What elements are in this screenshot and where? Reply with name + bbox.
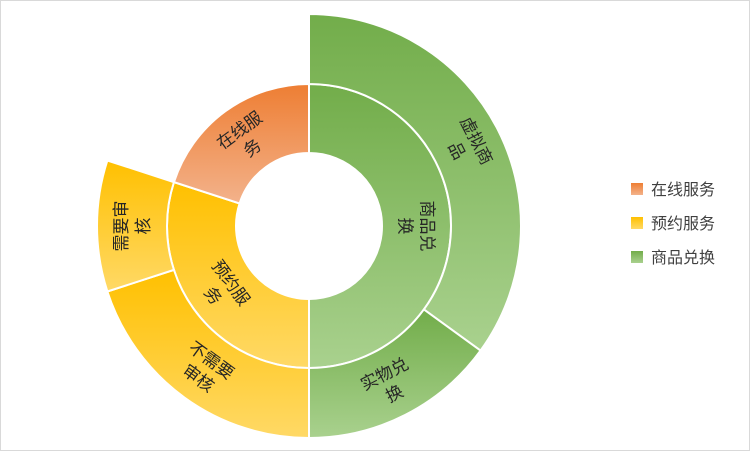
outer-label-3: 需要审核 [112,201,154,252]
legend-swatch-2 [631,251,643,263]
legend-label-1: 预约服务 [651,214,715,233]
legend-label-0: 在线服务 [651,180,715,199]
legend-item-1: 预约服务 [631,214,715,233]
inner-segment-2 [172,82,310,205]
legend-item-0: 在线服务 [631,180,715,199]
segments-group [96,12,522,440]
legend-swatch-1 [631,217,643,229]
inner-label-0: 商品兑换 [395,201,437,252]
legend-swatch-0 [631,183,643,195]
outer-segment-3 [96,159,176,293]
outer-segment-0 [308,12,522,353]
legend-item-2: 商品兑换 [631,248,715,267]
legend-label-2: 商品兑换 [651,248,715,267]
